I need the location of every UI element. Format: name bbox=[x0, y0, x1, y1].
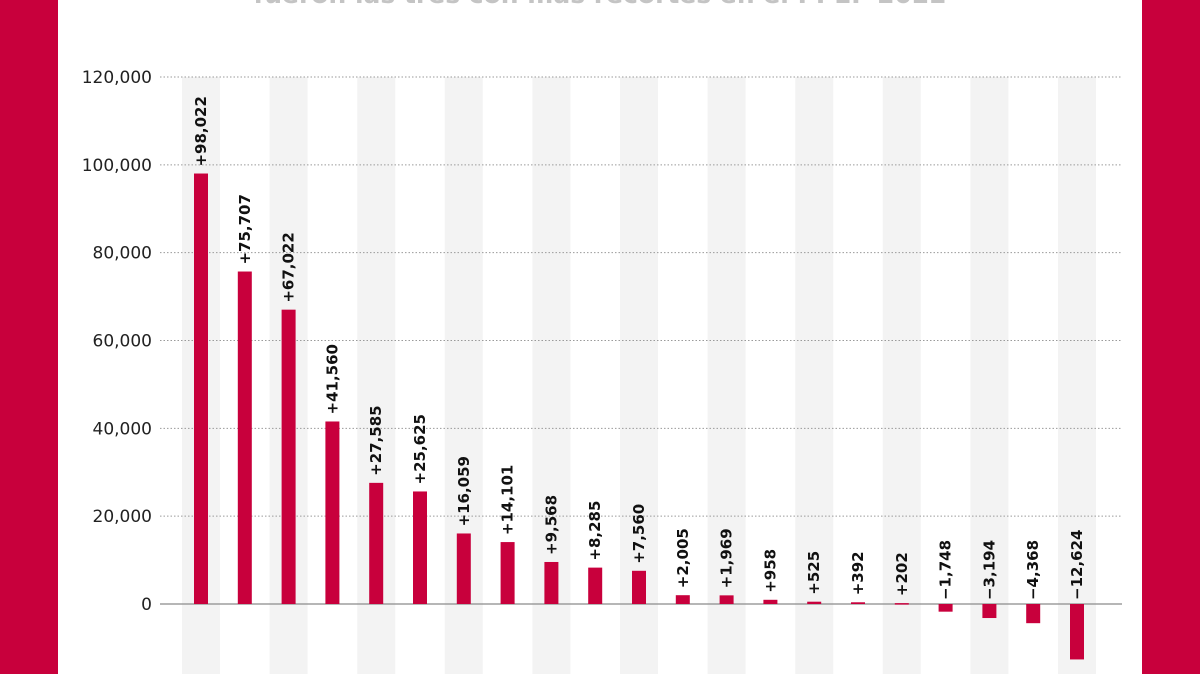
bar bbox=[719, 595, 734, 604]
data-label: +25,625 bbox=[411, 414, 429, 484]
bar bbox=[763, 599, 778, 604]
bar bbox=[281, 309, 296, 604]
y-tick-label: 40,000 bbox=[93, 419, 152, 439]
data-label: +7,560 bbox=[630, 504, 648, 564]
chart-title: fueron las tres con más recortes en el P… bbox=[58, 0, 1142, 9]
bar-chart: 0 20,000 40,000 60,000 80,000 100,000 120,000 +… bbox=[82, 68, 1122, 674]
y-tick-label: 120,000 bbox=[82, 68, 152, 88]
bar bbox=[894, 603, 909, 605]
bar bbox=[237, 271, 252, 604]
y-tick-label: 20,000 bbox=[93, 507, 152, 527]
data-label: −4,368 bbox=[1024, 540, 1042, 600]
y-tick-label: 0 bbox=[141, 595, 152, 615]
column-stripe bbox=[882, 77, 921, 674]
data-label: +41,560 bbox=[323, 344, 341, 414]
bar bbox=[369, 482, 384, 604]
column-stripe bbox=[970, 77, 1009, 674]
data-label: −12,624 bbox=[1068, 530, 1086, 600]
column-stripe bbox=[707, 77, 746, 674]
bar bbox=[938, 604, 953, 612]
data-label: +67,022 bbox=[280, 232, 298, 302]
column-stripe bbox=[1058, 77, 1096, 674]
data-label: +1,969 bbox=[718, 528, 736, 588]
bar bbox=[194, 173, 208, 604]
bar bbox=[544, 561, 559, 604]
data-label: +958 bbox=[761, 549, 779, 593]
chart-panel: fueron las tres con más recortes en el P… bbox=[58, 0, 1142, 674]
bar bbox=[500, 542, 515, 604]
data-label: +75,707 bbox=[236, 194, 254, 264]
y-tick-label: 100,000 bbox=[82, 156, 152, 176]
bar bbox=[851, 602, 865, 604]
bar bbox=[325, 421, 340, 604]
bar bbox=[807, 601, 822, 604]
bar bbox=[588, 567, 603, 604]
bar bbox=[675, 595, 690, 604]
bar bbox=[1070, 604, 1084, 660]
data-label: +8,285 bbox=[586, 501, 604, 561]
data-label: +392 bbox=[849, 551, 867, 595]
y-tick-label: 80,000 bbox=[93, 244, 152, 264]
data-label: −3,194 bbox=[980, 540, 998, 600]
data-label: +202 bbox=[893, 552, 911, 596]
data-label: +14,101 bbox=[499, 465, 517, 535]
data-label: +16,059 bbox=[455, 456, 473, 526]
bar bbox=[456, 533, 471, 604]
column-stripe bbox=[795, 77, 834, 674]
bar bbox=[632, 570, 646, 604]
data-label: +9,568 bbox=[542, 495, 560, 555]
bar bbox=[982, 604, 997, 619]
bar bbox=[413, 491, 427, 604]
data-label: +2,005 bbox=[674, 528, 692, 588]
data-label: +27,585 bbox=[367, 405, 385, 475]
data-label: −1,748 bbox=[937, 540, 955, 600]
y-tick-label: 60,000 bbox=[93, 332, 152, 352]
data-label: +525 bbox=[805, 551, 823, 595]
bar bbox=[1026, 604, 1041, 624]
data-label: +98,022 bbox=[192, 96, 210, 166]
